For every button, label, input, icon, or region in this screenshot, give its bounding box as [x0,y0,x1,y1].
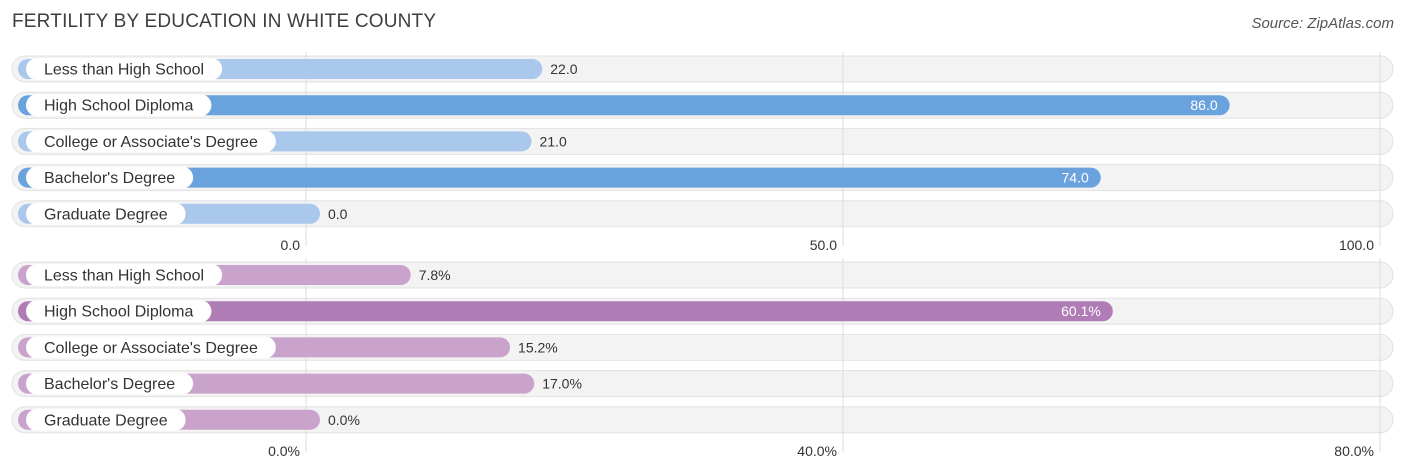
value-label: 0.0 [328,206,348,222]
value-label: 22.0 [550,61,577,77]
category-label: Bachelor's Degree [44,170,175,187]
tick-label: 80.0% [1334,443,1374,459]
value-label: 74.0 [1062,170,1089,186]
category-label-pill [26,408,186,431]
tick-label: 0.0 [281,237,301,253]
value-label: 21.0 [540,133,567,149]
value-label: 60.1% [1061,303,1101,319]
chart-panel-2: Less than High School 7.8% High School Dip… [11,258,1394,459]
category-label: Less than High School [44,268,204,285]
value-label: 86.0 [1190,97,1217,113]
category-label-pill [26,372,194,395]
category-label-pill [26,166,194,189]
chart-title: FERTILITY BY EDUCATION IN WHITE COUNTY [12,11,437,32]
category-label: High School Diploma [44,304,194,321]
category-label: Less than High School [44,62,204,79]
category-label-pill [26,202,186,225]
value-label: 0.0% [328,412,360,428]
bar [18,167,1101,188]
category-label-pill [26,58,223,80]
row-track [11,200,1394,228]
chart-source: Source: ZipAtlas.com [1251,15,1394,32]
row-track [11,406,1394,434]
tick-label: 0.0% [268,443,300,459]
category-label-pill [26,94,212,117]
tick-label: 40.0% [797,443,837,459]
tick-label: 100.0 [1339,237,1374,253]
bar [18,301,1113,322]
category-label: Bachelor's Degree [44,376,175,393]
bar [18,95,1230,116]
category-label-pill [26,264,223,286]
category-label: Graduate Degree [44,412,168,429]
category-label: Graduate Degree [44,206,168,223]
chart-panel-1: Less than High School 22.0 High School Dip… [11,52,1394,253]
category-label-pill [26,300,212,323]
tick-label: 50.0 [810,237,837,253]
category-label-pill [26,336,276,359]
value-label: 15.2% [518,339,558,355]
value-label: 7.8% [419,267,451,283]
value-label: 17.0% [542,376,582,392]
category-label-pill [26,130,276,153]
category-label: College or Associate's Degree [44,340,258,357]
category-label: High School Diploma [44,98,194,115]
category-label: College or Associate's Degree [44,134,258,151]
